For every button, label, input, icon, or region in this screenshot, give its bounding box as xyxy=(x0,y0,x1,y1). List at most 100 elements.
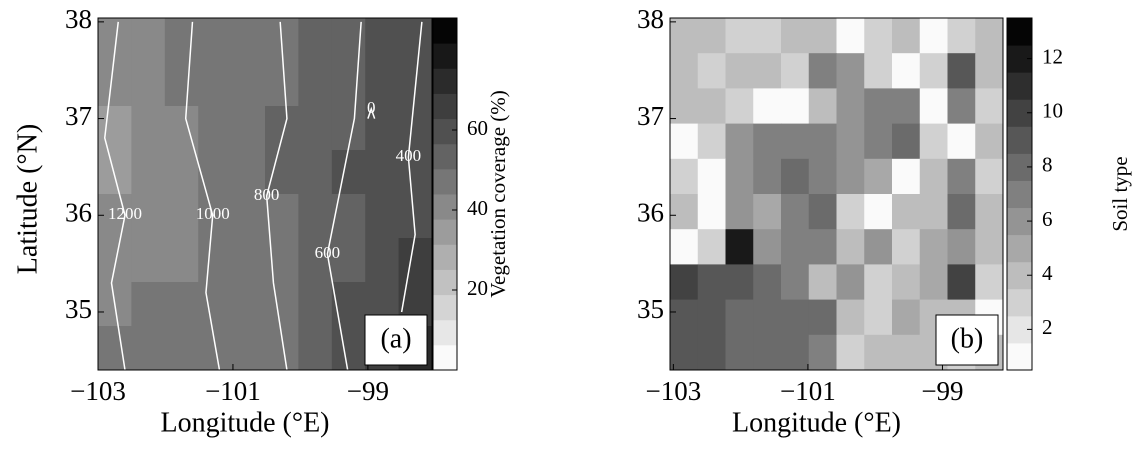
heatmap-cell xyxy=(365,18,400,63)
plot-frame xyxy=(97,17,433,371)
heatmap-cell xyxy=(697,123,726,160)
colorbar-band xyxy=(433,18,457,44)
heatmap-cell xyxy=(164,282,199,327)
heatmap-cell xyxy=(781,88,810,125)
heatmap-cell xyxy=(725,158,754,195)
heatmap-cell xyxy=(697,158,726,195)
heatmap-cell xyxy=(198,238,233,283)
colorbar-band xyxy=(1007,180,1032,209)
heatmap-cell xyxy=(365,62,400,107)
heatmap-cell xyxy=(919,53,948,89)
heatmap-cell xyxy=(670,158,699,195)
heatmap-cell xyxy=(864,299,893,336)
contour-line xyxy=(326,21,362,371)
heatmap-cell xyxy=(98,106,132,151)
heatmap-cell xyxy=(697,229,726,265)
heatmap-cell xyxy=(198,150,233,195)
heatmap-cell xyxy=(331,282,366,327)
heatmap-cell xyxy=(697,334,726,371)
heatmap-cell xyxy=(670,123,699,160)
panel-label-box xyxy=(364,314,428,366)
heatmap-cell xyxy=(781,229,810,265)
heatmap-cell xyxy=(98,194,132,239)
heatmap-cell xyxy=(131,326,166,371)
heatmap-cell xyxy=(198,106,233,151)
heatmap-cell xyxy=(697,194,726,230)
heatmap-cell xyxy=(919,158,948,195)
contour-label: 1000 xyxy=(196,204,230,223)
heatmap-cell xyxy=(975,18,1004,54)
heatmap-cell xyxy=(781,53,810,89)
heatmap-cell xyxy=(864,194,893,230)
heatmap-cell xyxy=(164,62,199,107)
heatmap-cell xyxy=(892,123,921,160)
heatmap-cell xyxy=(919,88,948,125)
heatmap-cell xyxy=(164,238,199,283)
heatmap-cell xyxy=(231,18,266,63)
x-tick-label: −101 xyxy=(205,376,261,406)
contour-label: 400 xyxy=(396,146,422,165)
heatmap-cell xyxy=(753,53,782,89)
heatmap-cell xyxy=(892,194,921,230)
heatmap-cell xyxy=(864,229,893,265)
colorbar-band xyxy=(433,294,457,321)
heatmap-cell xyxy=(947,53,976,89)
heatmap-cell xyxy=(781,194,810,230)
heatmap-cell xyxy=(781,158,810,195)
heatmap-cell xyxy=(864,123,893,160)
heatmap-cell xyxy=(670,194,699,230)
contour-label: 800 xyxy=(254,185,280,204)
heatmap-cell xyxy=(892,18,921,54)
colorbar-band xyxy=(433,344,457,371)
heatmap-cell xyxy=(265,326,299,371)
colorbar-frame xyxy=(1006,17,1033,371)
y-tick-label: 35 xyxy=(65,294,92,324)
heatmap-cell xyxy=(164,326,199,371)
colorbar-band xyxy=(433,68,457,94)
heatmap-cell xyxy=(975,158,1004,195)
colorbar-band xyxy=(1007,288,1032,317)
heatmap-cell xyxy=(808,194,837,230)
heatmap-cell xyxy=(947,194,976,230)
heatmap-cell xyxy=(298,282,333,327)
heatmap-cell xyxy=(864,334,893,371)
heatmap-cell xyxy=(198,282,233,327)
heatmap-cell xyxy=(725,264,754,301)
heatmap-cell xyxy=(753,88,782,125)
heatmap-cell xyxy=(265,106,299,151)
heatmap-cell xyxy=(725,299,754,336)
heatmap-cell xyxy=(365,150,400,195)
colorbar-band xyxy=(433,118,457,145)
heatmap-cell xyxy=(947,88,976,125)
heatmap-cell xyxy=(131,62,166,107)
heatmap-cell xyxy=(836,158,865,195)
heatmap-cell xyxy=(231,282,266,327)
heatmap-cell xyxy=(164,106,199,151)
heatmap-cell xyxy=(892,53,921,89)
heatmap-cell xyxy=(98,238,132,283)
heatmap-cell xyxy=(331,238,366,283)
heatmap-cell xyxy=(131,194,166,239)
heatmap-cell xyxy=(231,62,266,107)
y-tick-label: 38 xyxy=(637,4,664,34)
heatmap-cell xyxy=(864,18,893,54)
colorbar-band xyxy=(1007,18,1032,46)
colorbar-band xyxy=(433,319,457,346)
heatmap-cell xyxy=(670,53,699,89)
heatmap-cell xyxy=(265,282,299,327)
colorbar-frame xyxy=(432,17,458,371)
colorbar-tick-label: 6 xyxy=(1042,207,1053,231)
heatmap-cell xyxy=(892,158,921,195)
heatmap-cell xyxy=(298,106,333,151)
heatmap-cell xyxy=(670,299,699,336)
x-tick-label: −101 xyxy=(780,376,836,406)
heatmap-cell xyxy=(947,264,976,301)
heatmap-cell xyxy=(365,194,400,239)
heatmap-cell xyxy=(725,229,754,265)
contour-line xyxy=(367,106,376,119)
heatmap-cell xyxy=(725,18,754,54)
heatmap-cell xyxy=(947,123,976,160)
y-tick-label: 36 xyxy=(65,197,92,227)
heatmap-cell xyxy=(725,88,754,125)
